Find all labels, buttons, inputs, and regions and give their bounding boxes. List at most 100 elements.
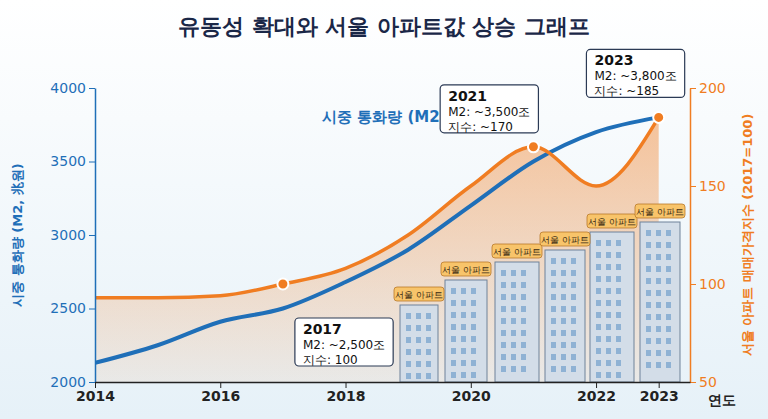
plot-area (95, 117, 680, 382)
building-window (461, 288, 466, 294)
title: 유동성 확대와 서울 아파트값 상승 그래프 (178, 14, 590, 39)
tick-label: 2023 (640, 388, 679, 404)
building-window (666, 314, 671, 320)
building-window (646, 338, 651, 344)
building-window (596, 252, 601, 258)
building-window (596, 276, 601, 282)
y-axis: 20002500300035004000 (50, 80, 95, 390)
building-window (571, 318, 576, 324)
building-window (571, 366, 576, 372)
tick: 3500 (50, 153, 95, 169)
building-tag-label: 서울 아파트 (541, 235, 589, 245)
building-window (571, 270, 576, 276)
building-window (426, 373, 431, 379)
building-window (551, 306, 556, 312)
tick-mark (89, 309, 95, 310)
building-window (616, 264, 621, 270)
building-window (646, 230, 651, 236)
tick-label: 50 (699, 374, 717, 390)
building-window (501, 294, 506, 300)
building-window (511, 330, 516, 336)
building-window (511, 354, 516, 360)
tick: 2018 (327, 382, 366, 404)
building-window (656, 230, 661, 236)
tick: 200 (690, 80, 726, 96)
building-window (561, 318, 566, 324)
tick: 2500 (50, 300, 95, 316)
tick: 150 (690, 178, 726, 194)
building-window (471, 348, 476, 354)
building-window (551, 258, 556, 264)
tick: 2023 (640, 382, 679, 404)
building-window (561, 270, 566, 276)
building-window (616, 372, 621, 378)
tick-label: 3000 (50, 227, 86, 243)
building-window (606, 360, 611, 366)
building-window (551, 366, 556, 372)
building-window (646, 326, 651, 332)
annotation-text: M2: ~3,500조 (448, 105, 530, 119)
building-window (406, 337, 411, 343)
building-window (511, 366, 516, 372)
building-tag (635, 204, 685, 218)
building-window (646, 314, 651, 320)
building-window (416, 337, 421, 343)
tick-label: 2016 (201, 388, 240, 404)
building-tag-label: 서울 아파트 (442, 265, 490, 275)
tick-label: 200 (699, 80, 726, 96)
building-tag (441, 262, 491, 276)
tick-label: 4000 (50, 80, 86, 96)
building-window (551, 354, 556, 360)
building-window (596, 264, 601, 270)
building-window (606, 348, 611, 354)
series-line (95, 117, 659, 297)
building-window (571, 306, 576, 312)
building-window (616, 288, 621, 294)
building-window (606, 336, 611, 342)
building-window (596, 324, 601, 330)
annotation-title: 2017 (303, 321, 342, 337)
tick: 2014 (76, 382, 115, 404)
building-window (416, 313, 421, 319)
building-window (561, 330, 566, 336)
building-window (666, 338, 671, 344)
building-window (666, 326, 671, 332)
building-window (606, 264, 611, 270)
building-window (561, 366, 566, 372)
tick-label: 2020 (452, 388, 491, 404)
building-window (461, 348, 466, 354)
annotation-title: 2023 (594, 52, 633, 68)
annotation-title: 2021 (448, 88, 487, 104)
building-window (616, 252, 621, 258)
points (277, 112, 664, 290)
building-window (551, 294, 556, 300)
building-window (551, 270, 556, 276)
point (277, 279, 288, 290)
building-window (646, 362, 651, 368)
building-window (501, 366, 506, 372)
building-window (521, 294, 526, 300)
building-window (646, 290, 651, 296)
building-window (656, 302, 661, 308)
building-window (521, 366, 526, 372)
x-axis: 2014 2016 2018 2020 2022 2023 (76, 382, 690, 404)
y2-axis: 50100150200 (690, 80, 726, 390)
tick: 4000 (50, 80, 95, 96)
building-window (511, 306, 516, 312)
building-window (461, 324, 466, 330)
building-window (451, 300, 456, 306)
y-axis-title: 시중 통화량 (M2, 兆원) (10, 163, 25, 306)
building-window (471, 300, 476, 306)
tick: 2022 (577, 382, 616, 404)
buildings (400, 222, 680, 382)
annotation: 2017M2: ~2,500조지수: 100 (295, 318, 393, 367)
building-window (451, 348, 456, 354)
building-window (656, 350, 661, 356)
tick-label: 2018 (327, 388, 366, 404)
building-window (571, 342, 576, 348)
building-window (551, 342, 556, 348)
building-window (666, 302, 671, 308)
building-window (606, 252, 611, 258)
building-window (406, 313, 411, 319)
building-window (666, 362, 671, 368)
